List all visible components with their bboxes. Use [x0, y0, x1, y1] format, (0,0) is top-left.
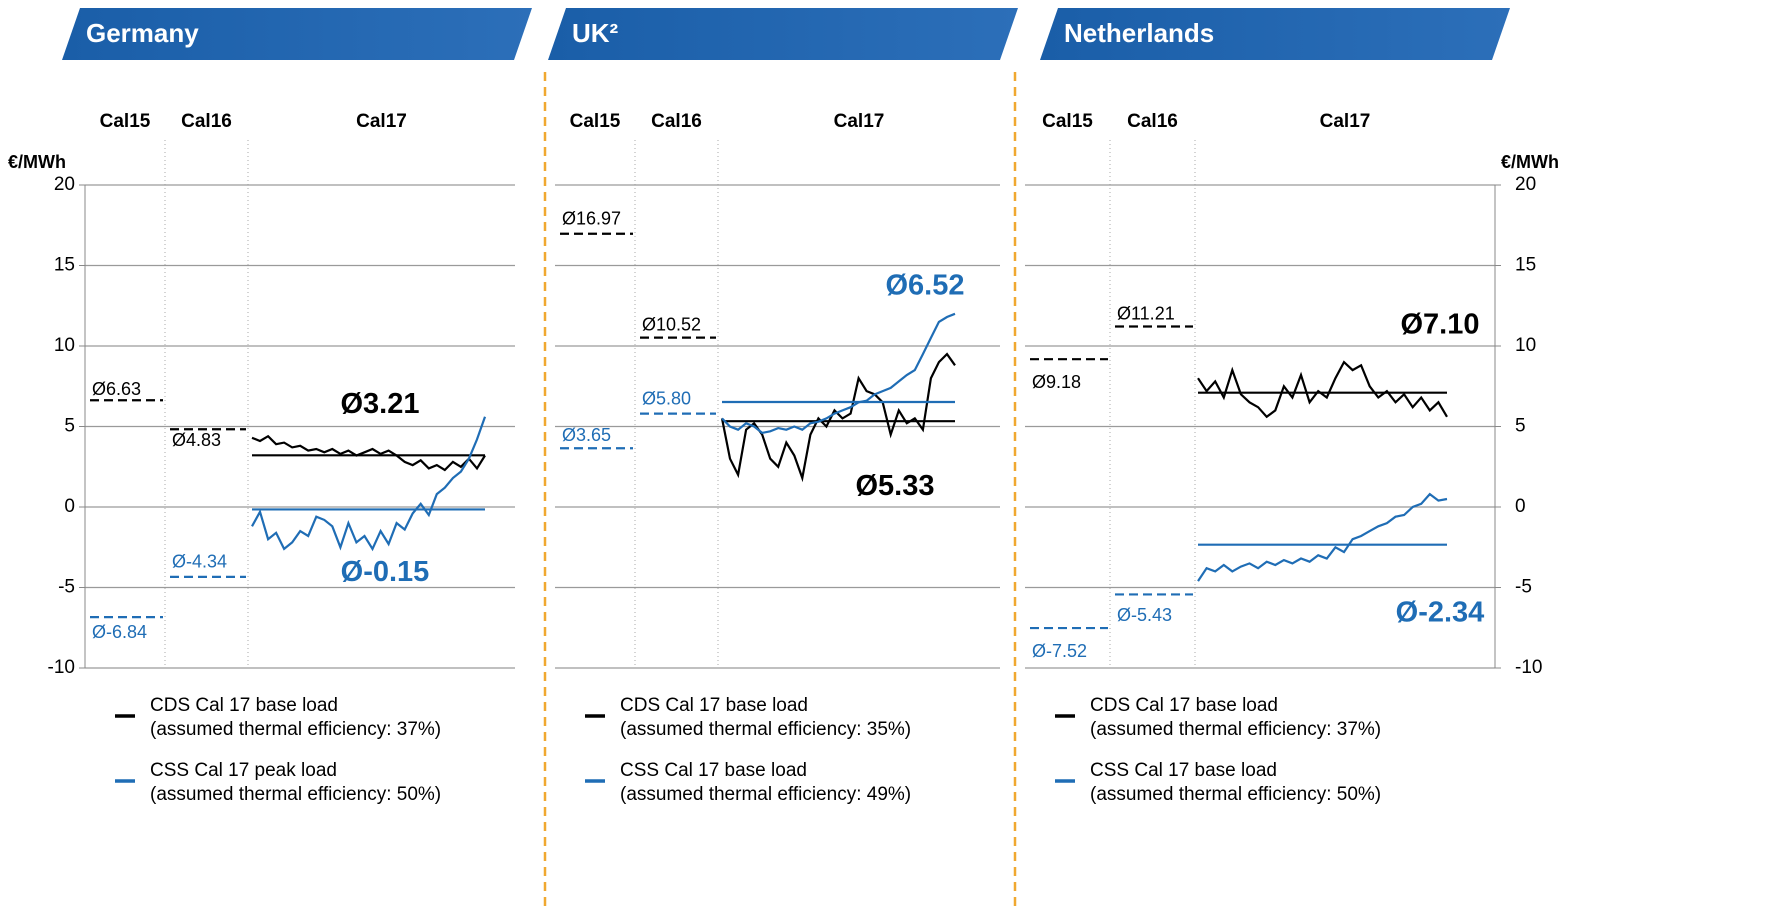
header-banner [548, 8, 1018, 60]
header-title: Netherlands [1064, 18, 1214, 48]
series-line [1197, 360, 1448, 419]
series-line [720, 352, 956, 483]
period-label: Cal16 [181, 111, 232, 132]
series-line [721, 312, 956, 435]
average-label: Ø6.63 [92, 379, 141, 399]
y-tick-label: 10 [54, 335, 75, 356]
average-label: Ø7.10 [1401, 308, 1480, 340]
average-label: Ø6.52 [886, 270, 965, 302]
legend-label: CSS Cal 17 peak load [150, 760, 337, 781]
average-label: Ø-4.34 [172, 552, 227, 572]
y-tick-label: -10 [48, 657, 75, 678]
legend-note: (assumed thermal efficiency: 37%) [150, 719, 441, 740]
average-label: Ø-5.43 [1117, 605, 1172, 625]
period-label: Cal16 [1127, 111, 1178, 132]
period-label: Cal15 [570, 111, 621, 132]
legend-note: (assumed thermal efficiency: 50%) [150, 784, 441, 805]
header-banner [62, 8, 532, 60]
y-tick-label: 0 [64, 496, 75, 517]
y-tick-label: 5 [1515, 416, 1526, 437]
y-tick-label: 0 [1515, 496, 1526, 517]
legend-note: (assumed thermal efficiency: 50%) [1090, 784, 1381, 805]
legend-label: CDS Cal 17 base load [150, 695, 338, 716]
period-label: Cal15 [1042, 111, 1093, 132]
average-label: Ø3.21 [341, 388, 420, 420]
average-label: Ø4.83 [172, 430, 221, 450]
period-label: Cal17 [834, 111, 885, 132]
y-tick-label: 20 [1515, 174, 1536, 195]
y-tick-label: 15 [54, 255, 75, 276]
average-label: Ø-0.15 [341, 556, 430, 588]
legend-note: (assumed thermal efficiency: 35%) [620, 719, 911, 740]
y-tick-label: 15 [1515, 255, 1536, 276]
legend-label: CDS Cal 17 base load [1090, 695, 1278, 716]
period-label: Cal17 [356, 111, 407, 132]
average-label: Ø5.33 [856, 470, 935, 502]
y-tick-label: -5 [1515, 577, 1532, 598]
period-label: Cal15 [100, 111, 151, 132]
average-label: Ø3.65 [562, 425, 611, 445]
y-axis-label: €/MWh [8, 152, 66, 172]
average-label: Ø11.21 [1117, 303, 1175, 323]
header-title: UK² [572, 18, 619, 48]
average-label: Ø5.80 [642, 388, 691, 408]
series-line [251, 434, 486, 472]
period-label: Cal16 [651, 111, 702, 132]
y-tick-label: -5 [58, 577, 75, 598]
legend-label: CSS Cal 17 base load [620, 760, 807, 781]
average-label: Ø-6.84 [92, 622, 147, 642]
average-label: Ø9.18 [1032, 372, 1081, 392]
average-label: Ø16.97 [562, 209, 621, 229]
legend-note: (assumed thermal efficiency: 49%) [620, 784, 911, 805]
y-tick-label: -10 [1515, 657, 1542, 678]
y-axis-label: €/MWh [1501, 152, 1559, 172]
legend-label: CSS Cal 17 base load [1090, 760, 1277, 781]
y-tick-label: 20 [54, 174, 75, 195]
y-tick-label: 5 [64, 416, 75, 437]
header-banner [1040, 8, 1510, 60]
average-label: Ø10.52 [642, 314, 701, 334]
legend-note: (assumed thermal efficiency: 37%) [1090, 719, 1381, 740]
series-line [251, 416, 487, 552]
average-label: Ø-7.52 [1032, 641, 1087, 661]
header-title: Germany [86, 18, 199, 48]
y-tick-label: 10 [1515, 335, 1536, 356]
series-line [1197, 492, 1448, 582]
period-label: Cal17 [1320, 111, 1371, 132]
average-label: Ø-2.34 [1396, 596, 1485, 628]
legend-label: CDS Cal 17 base load [620, 695, 808, 716]
